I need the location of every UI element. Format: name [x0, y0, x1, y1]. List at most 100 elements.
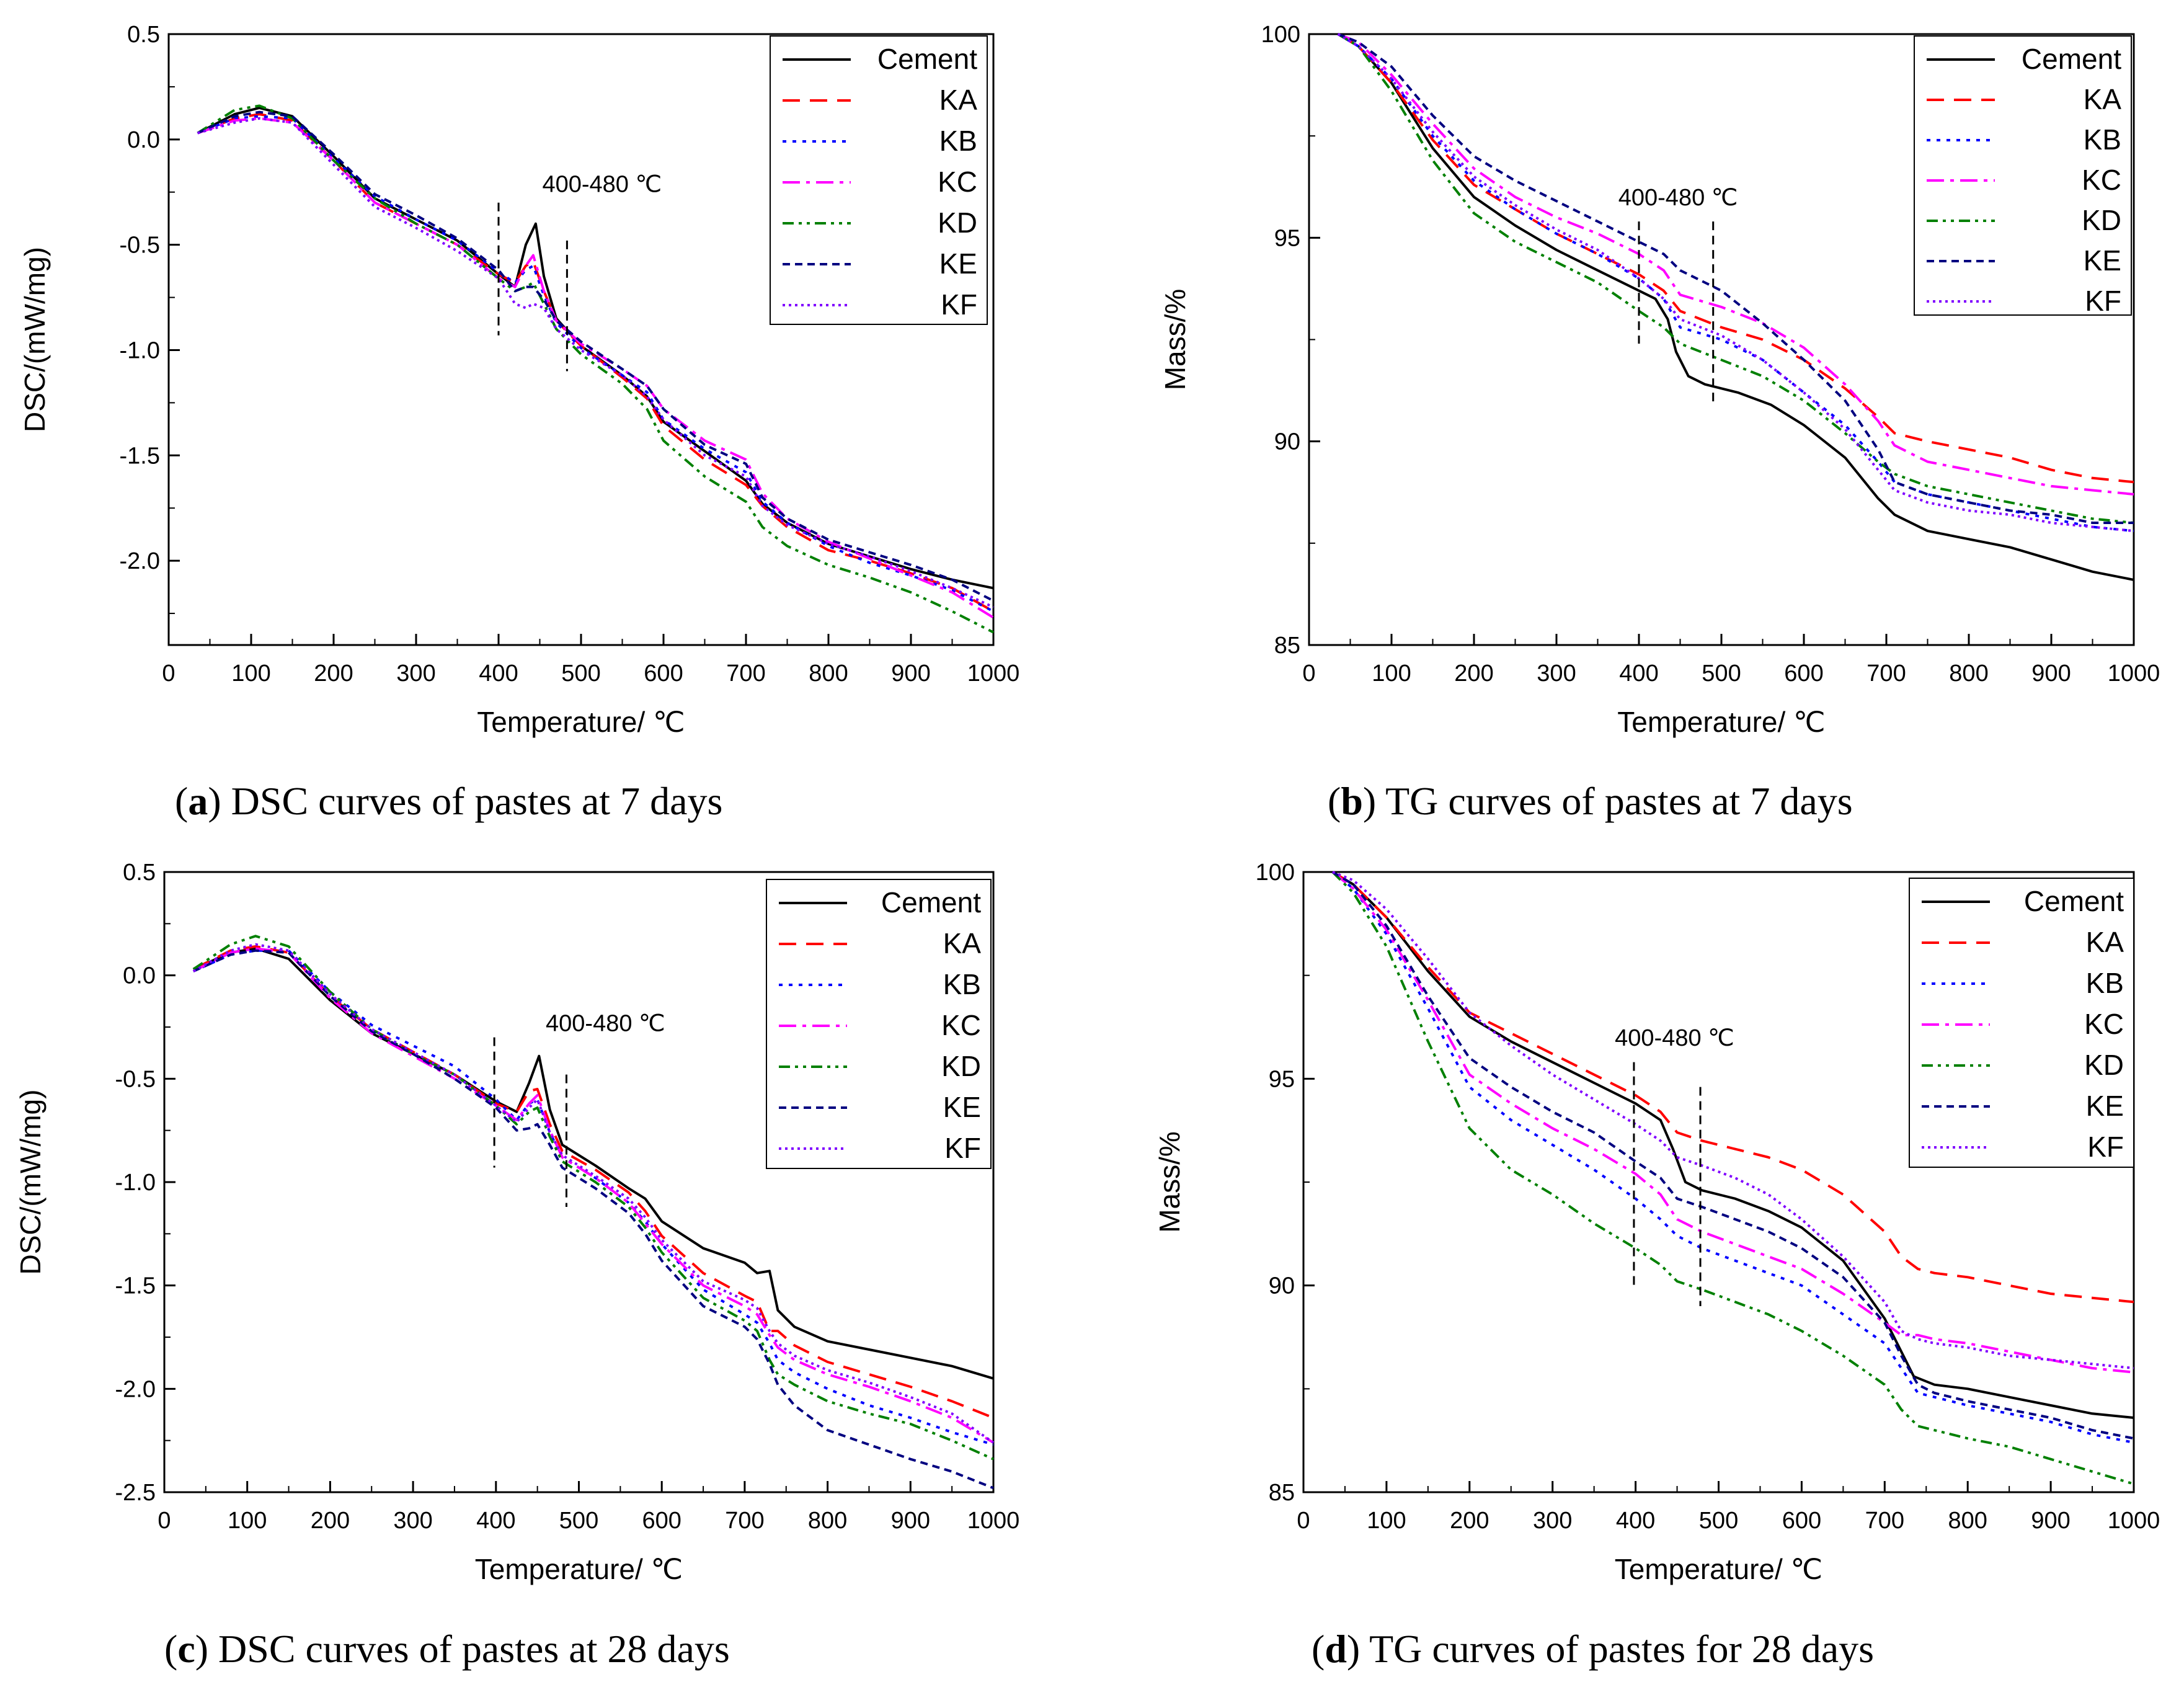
legend-label-ka: KA — [943, 927, 982, 959]
legend-label-kf: KF — [941, 288, 977, 321]
y-tick-label: -2.0 — [115, 1376, 156, 1402]
y-tick-label: -2.0 — [120, 548, 160, 574]
y-tick-label: 90 — [1274, 429, 1300, 455]
x-axis-label: Temperature/ ℃ — [1617, 706, 1825, 738]
x-tick-label: 500 — [1702, 661, 1741, 687]
x-tick-label: 500 — [1699, 1508, 1738, 1534]
y-tick-label: 0.0 — [123, 963, 156, 989]
x-tick-label: 300 — [1537, 661, 1576, 687]
x-tick-label: 1000 — [967, 661, 1020, 687]
x-tick-label: 0 — [158, 1508, 171, 1534]
series-line-ke — [1331, 871, 2134, 1440]
legend-box — [1914, 35, 2132, 316]
x-tick-label: 900 — [2031, 1508, 2070, 1534]
series-line-kc — [1331, 871, 2134, 1374]
range-annotation: 400-480 ℃ — [1618, 185, 1738, 211]
legend-label-kc: KC — [2084, 1008, 2124, 1040]
dsc-7day-chart: 0 100 200 300 400 500 600 700 800 900 1000 0.5 0.0 -0… — [19, 22, 1020, 738]
legend-label-ke: KE — [2086, 1090, 2124, 1122]
x-tick-label: 900 — [2031, 661, 2071, 687]
range-annotation: 400-480 ℃ — [546, 1011, 665, 1037]
x-tick-label: 400 — [479, 661, 518, 687]
series-line-kb — [1337, 33, 2134, 533]
x-tick-label: 1000 — [2108, 1508, 2160, 1534]
series-line-ke — [197, 110, 994, 602]
x-tick-label: 1000 — [967, 1508, 1020, 1534]
x-tick-label: 900 — [891, 661, 930, 687]
series-line-kb — [192, 949, 994, 1446]
x-tick-label: 500 — [559, 1508, 598, 1534]
series-line-kd — [1331, 871, 2134, 1485]
x-tick-label: 200 — [1454, 661, 1493, 687]
tg-28day-chart: 0 100 200 300 400 500 600 700 800 900 1000 100 95 90 8… — [1153, 860, 2160, 1585]
legend-label-ke: KE — [2084, 244, 2121, 277]
series-line-kf — [1332, 871, 2134, 1369]
legend-label-kc: KC — [2082, 164, 2121, 196]
series-line-kb — [1331, 871, 2134, 1444]
x-tick-label: 100 — [228, 1508, 267, 1534]
tg-7day-chart: 0 100 200 300 400 500 600 700 800 900 1000 100 95 90 8… — [1159, 22, 2160, 738]
legend-label-kd: KD — [938, 207, 977, 239]
legend-box — [770, 35, 988, 325]
x-tick-label: 600 — [1784, 661, 1823, 687]
y-tick-label: 95 — [1274, 225, 1300, 251]
dsc-28day-chart: 0 100 200 300 400 500 600 700 800 900 1000 0.5 0.0 -0… — [14, 860, 1020, 1585]
x-tick-label: 700 — [1865, 1508, 1904, 1534]
panel-d: 0 100 200 300 400 500 600 700 800 900 1000 100 95 90 8… — [1092, 847, 2184, 1694]
x-tick-label: 400 — [476, 1508, 515, 1534]
legend-label-ka: KA — [2084, 83, 2122, 115]
legend-box — [766, 879, 992, 1169]
series-line-kd — [192, 935, 994, 1461]
y-tick-label: -0.5 — [120, 233, 160, 259]
y-tick-label: 0.5 — [127, 22, 160, 48]
legend-label-ka: KA — [2086, 926, 2124, 958]
y-axis-label: DSC/(mW/mg) — [14, 1090, 47, 1275]
x-tick-label: 800 — [809, 661, 848, 687]
series-line-kc — [197, 117, 995, 619]
legend-label-kf: KF — [944, 1132, 981, 1164]
legend-label-kc: KC — [941, 1009, 981, 1041]
x-tick-label: 700 — [725, 1508, 764, 1534]
series-line-cement — [1337, 33, 2134, 581]
x-tick-label: 1000 — [2108, 661, 2160, 687]
x-tick-label: 400 — [1616, 1508, 1655, 1534]
y-tick-label: 90 — [1269, 1273, 1295, 1299]
x-tick-label: 300 — [393, 1508, 432, 1534]
y-tick-label: -1.0 — [115, 1170, 156, 1196]
legend-label-kd: KD — [2082, 204, 2121, 236]
x-axis-label: Temperature/ ℃ — [477, 706, 685, 738]
y-tick-label: -0.5 — [115, 1066, 156, 1092]
panel-c: 0 100 200 300 400 500 600 700 800 900 1000 0.5 0.0 -0… — [0, 847, 1092, 1694]
series-line-kc — [1337, 33, 2134, 496]
x-tick-label: 400 — [1619, 661, 1658, 687]
x-tick-label: 700 — [1867, 661, 1906, 687]
x-tick-label: 500 — [561, 661, 600, 687]
x-tick-label: 0 — [162, 661, 175, 687]
series-line-cement — [192, 947, 994, 1380]
y-tick-label: 85 — [1269, 1480, 1295, 1506]
x-tick-label: 600 — [644, 661, 683, 687]
caption-d: (d) TG curves of pastes for 28 days — [1312, 1627, 1875, 1671]
x-tick-label: 200 — [1450, 1508, 1489, 1534]
x-tick-label: 300 — [396, 661, 435, 687]
x-tick-label: 200 — [314, 661, 353, 687]
x-axis-label: Temperature/ ℃ — [475, 1553, 683, 1585]
y-tick-label: -2.5 — [115, 1480, 156, 1506]
y-tick-label: -1.5 — [115, 1273, 156, 1299]
x-axis-label: Temperature/ ℃ — [1615, 1553, 1822, 1585]
legend-label-kb: KB — [2084, 123, 2121, 156]
series-line-kc — [192, 947, 995, 1444]
legend-label-kb: KB — [939, 125, 977, 157]
x-tick-label: 800 — [808, 1508, 847, 1534]
panel-b: 0 100 200 300 400 500 600 700 800 900 1000 100 95 90 8… — [1092, 0, 2184, 847]
legend-label-kb: KB — [943, 968, 981, 1000]
legend-box — [1909, 878, 2134, 1168]
series-line-kd — [1337, 33, 2134, 524]
legend-label-kd: KD — [941, 1050, 981, 1082]
legend-label-kc: KC — [938, 166, 977, 198]
caption-c: (c) DSC curves of pastes at 28 days — [164, 1627, 730, 1671]
legend-label-cement: Cement — [2022, 43, 2121, 75]
x-tick-label: 700 — [726, 661, 765, 687]
y-tick-label: 0.5 — [123, 860, 156, 886]
legend-label-kf: KF — [2087, 1131, 2124, 1163]
